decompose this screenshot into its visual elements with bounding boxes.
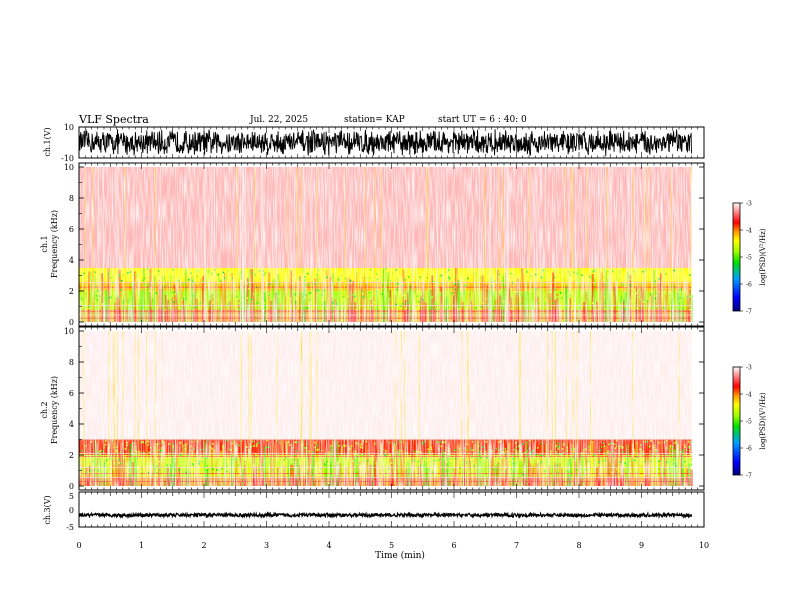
ch1-spec-ylabel-freq: Frequency (kHz) <box>50 210 59 278</box>
x-tick-label-7: 7 <box>514 541 519 550</box>
ch3-ylabel: ch.3(V) <box>43 495 52 524</box>
ch2-colorbar-label: log(PSD)(V²/Hz) <box>759 392 767 449</box>
x-tick-label-5: 5 <box>389 541 394 550</box>
start-ut-label: start UT = 6 : 40: 0 <box>438 115 527 125</box>
ch2-spectrogram-cb-label-4: -7 <box>746 473 752 480</box>
ch2-spectrogram-ytick-label-5: 10 <box>64 327 74 336</box>
ch1-colorbar: -3 -4 -5 -6 -7 log(PSD)(V²/Hz) <box>732 201 767 316</box>
ch1-spectrogram-cb-label-4: -7 <box>746 309 752 316</box>
ch3-ytick-bottom: -5 <box>66 523 74 532</box>
x-tick-label-10: 10 <box>699 541 709 550</box>
ch2-colorbar-gradient <box>732 366 741 476</box>
ch2-colorbar: -3 -4 -5 -6 -7 log(PSD)(V²/Hz) <box>732 365 767 480</box>
ch2-spec-ylabel-channel: ch.2 <box>40 401 49 418</box>
ch1-colorbar-label: log(PSD)(V²/Hz) <box>759 228 767 285</box>
x-tick-label-8: 8 <box>576 541 581 550</box>
ch2-spectrogram-cb-label-3: -6 <box>746 446 752 453</box>
ch3-waveform-line <box>78 511 693 520</box>
ch2-spectrogram-ytick-label-4: 8 <box>69 358 74 367</box>
ch3-ytick-top: 5 <box>69 492 74 501</box>
station-label: station= KAP <box>344 115 405 125</box>
x-tick-label-0: 0 <box>76 541 81 550</box>
ch2-spectrogram-ytick-label-0: 0 <box>69 482 74 491</box>
ch2-spectrogram-panel: 0 2 4 6 8 10 ch.2 Frequency (kHz) <box>40 326 705 491</box>
ch1-spectrogram-cb-label-0: -3 <box>746 201 752 208</box>
x-tick-label-3: 3 <box>264 541 269 550</box>
ch1-spectrogram-cb-label-2: -5 <box>746 255 752 262</box>
ch1-spectrogram-grain <box>79 167 693 322</box>
ch1-colorbar-gradient <box>732 202 741 312</box>
ch2-spec-ylabel-freq: Frequency (kHz) <box>50 376 59 444</box>
ch1-spectrogram-cb-label-1: -4 <box>746 228 752 235</box>
x-tick-label-2: 2 <box>201 541 206 550</box>
ch1-spectrogram-ytick-label-1: 2 <box>69 287 74 296</box>
ch1-spectrogram-ytick-label-2: 4 <box>69 256 74 265</box>
ch1-spectrogram-panel: 0 2 4 6 8 10 ch.1 Frequency (kHz) <box>40 162 705 327</box>
ch3-waveform-panel: 5 0 -5 ch.3(V) <box>43 491 705 532</box>
ch1-spec-ylabel-channel: ch.1 <box>40 235 49 252</box>
ch1-spectrogram-cb-label-3: -6 <box>746 282 752 289</box>
x-tick-label-4: 4 <box>326 541 331 550</box>
ch2-spectrogram-cb-label-1: -4 <box>746 392 752 399</box>
ch2-spectrogram-cb-label-2: -5 <box>746 419 752 426</box>
ch3-trace <box>78 511 693 520</box>
x-tick-label-6: 6 <box>451 541 456 550</box>
x-axis-label: Time (min) <box>375 550 425 561</box>
ch2-spectrogram-grain <box>79 331 693 486</box>
ch2-spectrogram-cb-label-0: -3 <box>746 365 752 372</box>
ch1-spectrogram-ytick-label-5: 10 <box>64 163 74 172</box>
ch1-ytick-bottom: -10 <box>61 154 74 163</box>
date-label: Jul. 22, 2025 <box>250 115 309 125</box>
ch1-ylabel: ch.1(V) <box>43 127 52 156</box>
ch1-trace <box>78 129 692 157</box>
ch1-spectrogram-ytick-label-3: 6 <box>69 225 74 234</box>
ch2-spectrogram-ytick-label-1: 2 <box>69 451 74 460</box>
ch1-waveform-panel: 10 -10 ch.1(V) <box>43 123 705 163</box>
ch1-ytick-top: 10 <box>64 123 74 132</box>
ch2-spectrogram-ytick-label-3: 6 <box>69 389 74 398</box>
figure-title: VLF Spectra <box>79 113 149 126</box>
x-tick-label-1: 1 <box>139 541 144 550</box>
ch2-spectrogram-ytick-label-2: 4 <box>69 420 74 429</box>
ch1-spectrogram-ytick-label-0: 0 <box>69 318 74 327</box>
x-tick-label-9: 9 <box>639 541 644 550</box>
ch1-spectrogram-ytick-label-4: 8 <box>69 194 74 203</box>
ch1-waveform-line <box>78 129 692 157</box>
ch3-ytick-mid: 0 <box>69 506 74 515</box>
x-axis: 0 1 2 3 4 5 6 7 8 9 10 <box>76 541 709 550</box>
